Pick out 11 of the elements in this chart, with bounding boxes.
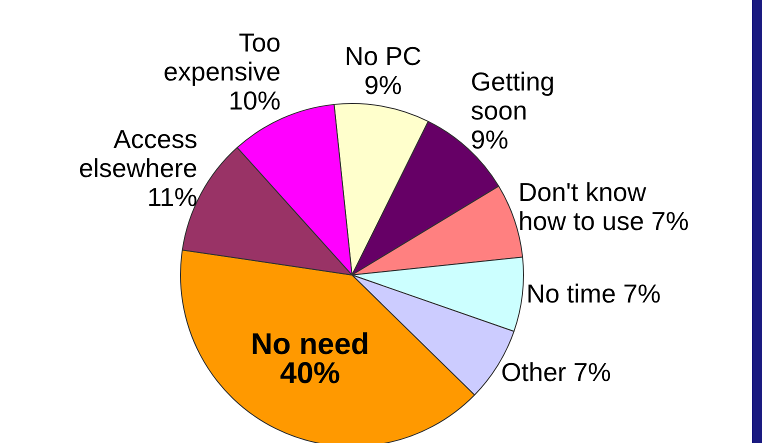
slice-label: Don't know how to use 7% xyxy=(518,176,689,236)
data-label: 9% xyxy=(364,70,402,100)
slice-label: No PC xyxy=(344,40,422,71)
slice-label: Access elsewhere xyxy=(78,124,198,184)
slice-label: No time 7% xyxy=(526,278,661,309)
data-label: 9% xyxy=(470,124,508,154)
data-label: 11% xyxy=(147,182,198,212)
slice-label: Getting soon xyxy=(470,66,555,126)
slice-label: Other 7% xyxy=(501,356,611,387)
slice-label: Too expensive xyxy=(164,28,281,87)
data-label: 10% xyxy=(228,86,281,116)
